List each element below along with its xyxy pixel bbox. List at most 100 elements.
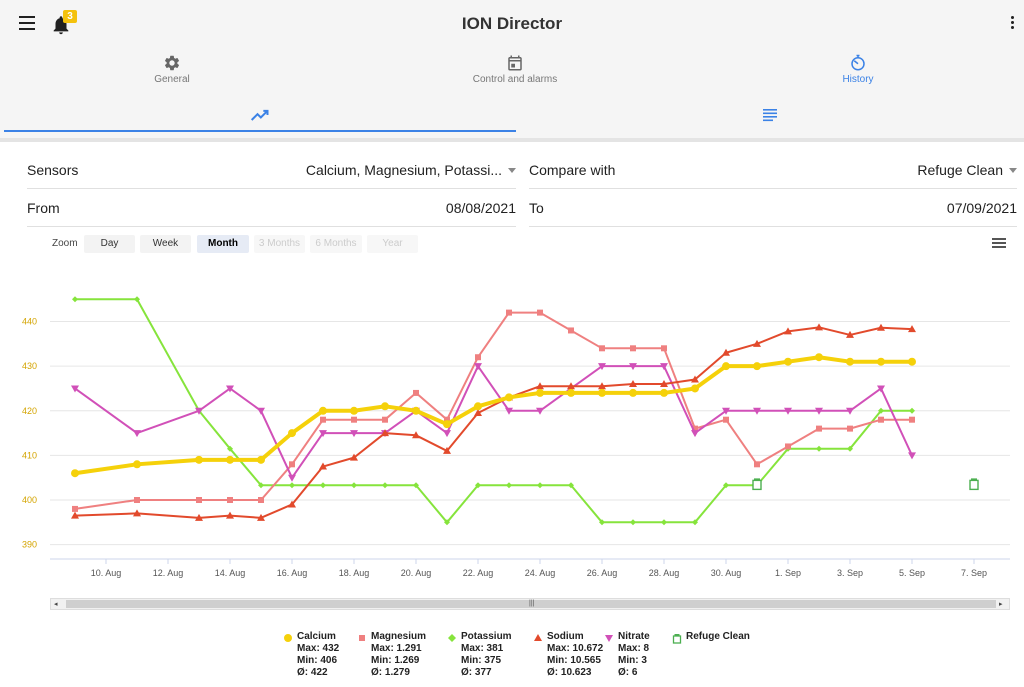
point-magnesium	[475, 354, 481, 361]
to-value: 07/09/2021	[946, 200, 1017, 216]
zoom-week-button[interactable]: Week	[140, 235, 191, 253]
point-magnesium	[630, 345, 636, 352]
point-sodium	[846, 330, 854, 338]
point-calcium	[381, 402, 389, 411]
point-magnesium	[754, 461, 760, 468]
scrollbar-thumb[interactable]	[66, 600, 996, 608]
point-magnesium	[72, 505, 78, 512]
series-line-magnesium	[74, 311, 912, 510]
refuge-marker-lid	[754, 478, 760, 481]
point-calcium	[722, 362, 730, 371]
tab-general-label: General	[154, 74, 190, 85]
chart-menu-icon[interactable]	[992, 238, 1008, 250]
legend-item-refuge-clean[interactable]: Refuge Clean	[672, 631, 750, 644]
legend-label: Refuge Clean	[686, 631, 750, 642]
from-value: 08/08/2021	[445, 200, 516, 216]
scroll-left-icon[interactable]: ◂	[54, 601, 58, 608]
point-potassium	[134, 296, 140, 303]
menu-icon[interactable]	[14, 12, 40, 36]
point-potassium	[289, 482, 295, 489]
zoom-month-button[interactable]: Month	[197, 235, 249, 253]
point-potassium	[692, 519, 698, 526]
point-calcium	[660, 388, 668, 397]
app-title: ION Director	[461, 14, 563, 33]
tab-list-view[interactable]	[516, 96, 1024, 134]
zoom-6months-button[interactable]: 6 Months	[310, 235, 362, 253]
point-potassium	[816, 445, 822, 452]
point-calcium	[815, 353, 823, 362]
legend-stat: Max: 432	[297, 643, 340, 654]
point-sodium	[691, 375, 699, 383]
x-tick-label: 7. Sep	[961, 568, 987, 578]
tab-general[interactable]: General	[2, 48, 342, 96]
zoom-day-button[interactable]: Day	[84, 235, 135, 253]
point-calcium	[443, 420, 451, 429]
point-sodium	[629, 380, 637, 387]
compare-label: Compare with	[529, 162, 616, 178]
point-magnesium	[413, 389, 419, 396]
point-sodium	[908, 325, 916, 333]
zoom-year-button[interactable]: Year	[367, 235, 418, 253]
chevron-down-icon	[1009, 168, 1017, 173]
point-sodium	[133, 509, 141, 517]
point-calcium	[877, 357, 885, 366]
top-tabs: General Control and alarms History	[0, 48, 1024, 96]
point-sodium	[722, 348, 730, 356]
point-nitrate	[71, 385, 79, 393]
legend-item-nitrate[interactable]: Nitrate Max: 8 Min: 3 Ø: 6	[604, 631, 650, 679]
more-options-icon[interactable]	[1008, 14, 1016, 34]
legend-item-calcium[interactable]: Calcium Max: 432 Min: 406 Ø: 422	[283, 631, 339, 679]
legend-name: Nitrate	[604, 631, 650, 643]
point-magnesium	[506, 309, 512, 316]
point-nitrate	[474, 363, 482, 371]
point-potassium	[320, 482, 326, 489]
tab-history[interactable]: History	[688, 48, 1024, 96]
point-magnesium	[320, 416, 326, 423]
from-date-field[interactable]: From 08/08/2021	[27, 189, 516, 227]
point-calcium	[691, 384, 699, 393]
tab-chart-view[interactable]	[4, 96, 516, 134]
point-potassium	[909, 407, 915, 414]
point-calcium	[536, 388, 544, 397]
legend-label: Sodium	[547, 631, 584, 642]
point-magnesium	[909, 416, 915, 423]
point-potassium	[227, 445, 233, 452]
sensors-value: Calcium, Magnesium, Potassi...	[305, 162, 502, 178]
legend-item-potassium[interactable]: Potassium Max: 381 Min: 375 Ø: 377	[447, 631, 512, 679]
to-date-field[interactable]: To 07/09/2021	[529, 189, 1017, 227]
y-tick-label: 440	[22, 317, 37, 327]
x-tick-label: 18. Aug	[339, 568, 370, 578]
list-icon	[763, 109, 777, 122]
legend-item-sodium[interactable]: Sodium Max: 10.672 Min: 10.565 Ø: 10.623	[533, 631, 603, 679]
point-magnesium	[785, 443, 791, 450]
compare-select[interactable]: Compare with Refuge Clean	[529, 151, 1017, 189]
point-nitrate	[753, 407, 761, 415]
point-potassium	[72, 296, 78, 303]
scroll-right-icon[interactable]: ▸	[999, 601, 1003, 608]
point-potassium	[568, 482, 574, 489]
point-magnesium	[227, 497, 233, 503]
sensors-select[interactable]: Sensors Calcium, Magnesium, Potassi...	[27, 151, 516, 189]
point-magnesium	[878, 416, 884, 423]
point-sodium	[350, 453, 358, 461]
zoom-3months-button[interactable]: 3 Months	[254, 235, 305, 253]
legend-label: Calcium	[297, 631, 336, 642]
point-calcium	[71, 469, 79, 478]
legend-item-magnesium[interactable]: Magnesium Max: 1.291 Min: 1.269 Ø: 1.279	[357, 631, 426, 679]
chart-scrollbar[interactable]: ◂ ||| ▸	[50, 598, 1010, 610]
legend-stat: Max: 381	[461, 643, 504, 654]
refuge-marker-lid	[971, 478, 977, 481]
point-sodium	[598, 382, 606, 390]
point-potassium	[506, 482, 512, 489]
point-sodium	[474, 409, 482, 416]
legend-stat: Min: 1.269	[371, 655, 420, 666]
calendar-icon	[508, 55, 522, 71]
point-calcium	[629, 388, 637, 397]
point-magnesium	[289, 461, 295, 468]
point-nitrate	[350, 430, 358, 438]
legend-name: Potassium	[447, 631, 512, 643]
to-label: To	[529, 200, 544, 216]
active-tab-indicator	[4, 130, 516, 132]
tab-control-and-alarms[interactable]: Control and alarms	[345, 48, 685, 96]
point-nitrate	[443, 430, 451, 438]
